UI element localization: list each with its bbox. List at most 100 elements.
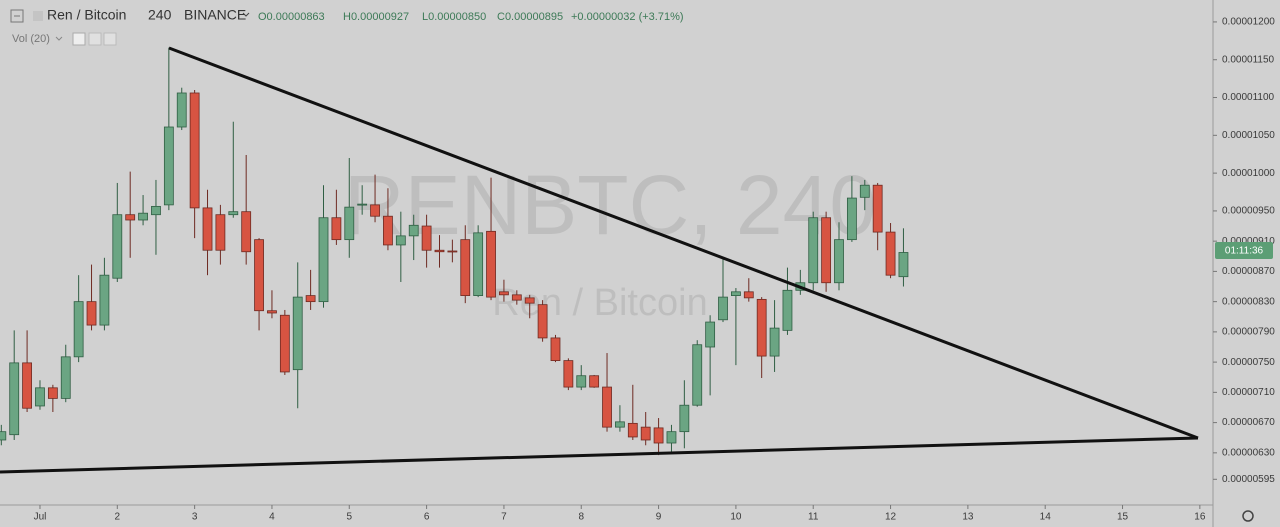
candle-body (163, 126, 174, 206)
remove-icon[interactable] (103, 32, 117, 46)
x-tick-label: 11 (808, 512, 819, 523)
low-label: L0.00000850 (422, 11, 486, 23)
settings-icon[interactable] (88, 32, 102, 46)
candle-body (705, 321, 716, 348)
candle-body (189, 92, 200, 209)
candle-body (473, 232, 484, 296)
candle-body (885, 231, 896, 276)
candle-body (486, 230, 496, 298)
candle-body (86, 301, 97, 326)
interval[interactable]: 240 (148, 7, 172, 23)
caret[interactable] (242, 12, 250, 17)
candle-body (859, 184, 870, 198)
settings-gear[interactable] (1242, 510, 1254, 522)
y-tick-label: 0.00000595 (1222, 474, 1275, 485)
x-tick-label: 5 (346, 512, 352, 523)
candle-body (846, 197, 857, 241)
symbol[interactable]: Ren / Bitcoin (47, 7, 126, 23)
x-tick-label: 9 (656, 512, 662, 523)
candle-body (202, 207, 213, 251)
candle-body (679, 404, 690, 433)
candle-body (370, 204, 380, 217)
candle-body (834, 239, 844, 284)
candle-body (344, 206, 355, 241)
candle-body (279, 314, 290, 373)
x-tick-label: 6 (424, 512, 430, 523)
y-tick-label: 0.00000630 (1222, 447, 1275, 458)
y-tick-label: 0.00000710 (1222, 387, 1275, 398)
candle-body (9, 362, 20, 436)
exchange[interactable]: BINANCE (184, 7, 246, 23)
candle-body (692, 344, 703, 406)
candle-body (228, 211, 239, 216)
countdown-box (1215, 242, 1273, 259)
candle-body (769, 327, 780, 357)
x-tick-label: 14 (1040, 512, 1052, 523)
candle-body (550, 337, 561, 362)
countdown: 01:11:36 (1225, 246, 1264, 257)
open-label: O0.00000863 (258, 11, 325, 23)
candle-body (640, 426, 651, 441)
candle-body (589, 375, 600, 388)
x-tick-label: Jul (34, 512, 47, 523)
y-tick-label: 0.00001100 (1222, 92, 1275, 103)
y-tick-label: 0.00001200 (1222, 17, 1275, 28)
y-tick-label: 0.00001000 (1222, 168, 1275, 179)
candle-body (537, 304, 548, 339)
x-tick-label: 10 (730, 512, 742, 523)
candle-body (125, 214, 136, 221)
candle-body (898, 252, 909, 278)
candle-body (872, 184, 883, 233)
y-tick-label: 0.00000910 (1222, 236, 1275, 247)
candle-body (383, 215, 393, 246)
candle-body (35, 387, 45, 407)
candle-body (718, 296, 728, 321)
candle-body (782, 289, 793, 331)
y-tick-label: 0.00001150 (1222, 54, 1275, 65)
candle-body (808, 217, 819, 284)
candle-body (267, 310, 277, 314)
candle-body (292, 296, 303, 371)
candle-body (653, 427, 664, 444)
y-tick-label: 0.00000830 (1222, 296, 1275, 307)
candle-body (756, 298, 767, 357)
candle-body (112, 214, 123, 279)
candle-body (357, 203, 368, 206)
close-label: C0.00000895 (497, 11, 563, 23)
candle-body (318, 217, 329, 303)
candle-body (447, 250, 458, 253)
x-tick-label: 15 (1117, 512, 1129, 523)
candle-body (60, 356, 71, 399)
candle-body (395, 235, 406, 246)
candle-body (176, 92, 187, 128)
hide-icon[interactable] (72, 32, 86, 46)
candle-body (73, 301, 84, 358)
y-tick-label: 0.00000870 (1222, 266, 1275, 277)
axes: 0.00001200 0.00001150 0.00001100 0.00001050… (34, 17, 1276, 523)
y-tick-label: 0.00001050 (1222, 130, 1275, 141)
x-tick-label: 8 (578, 512, 584, 523)
candle-body (138, 212, 148, 221)
candle-body (47, 387, 58, 399)
candle-body (627, 422, 638, 438)
candle-body (241, 211, 252, 253)
candle-body (421, 225, 432, 251)
candle-body (151, 205, 161, 216)
collapse-icon[interactable] (10, 9, 24, 23)
symbol-icon (33, 11, 43, 21)
candle-body (254, 239, 264, 312)
trend-line (168, 46, 1199, 440)
volume-label[interactable]: Vol (20) (12, 33, 50, 45)
y-tick-label: 0.00000750 (1222, 357, 1275, 368)
candle-body (731, 291, 741, 296)
watermark: RENBTC, 240 (344, 158, 876, 252)
y-tick-label: 0.00000950 (1222, 206, 1275, 217)
candle-body (305, 295, 316, 303)
caret[interactable] (55, 36, 63, 41)
y-tick-label: 0.00000790 (1222, 327, 1275, 338)
high-label: H0.00000927 (343, 11, 409, 23)
y-tick-label: 0.00000670 (1222, 417, 1275, 428)
candle-body (576, 375, 587, 388)
trend-line (0, 436, 1199, 474)
